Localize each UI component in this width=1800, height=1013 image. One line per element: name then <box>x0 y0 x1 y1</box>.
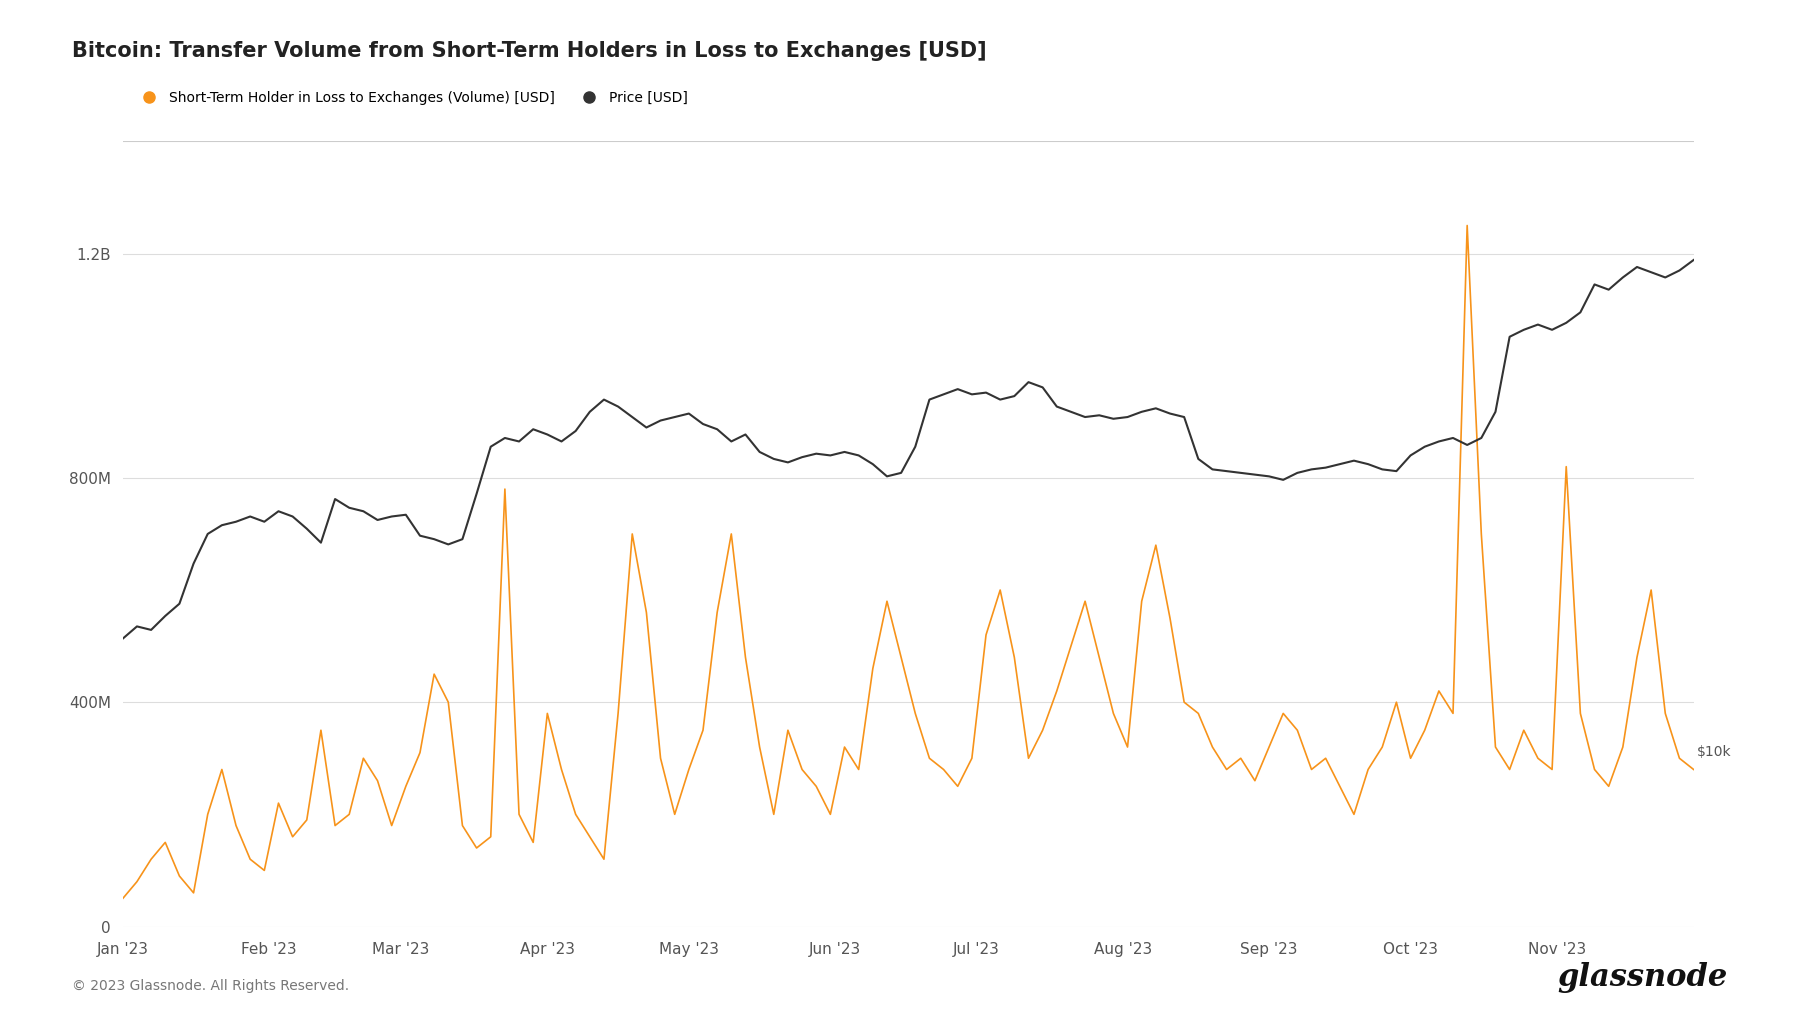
Text: glassnode: glassnode <box>1557 961 1728 993</box>
Legend: Short-Term Holder in Loss to Exchanges (Volume) [USD], Price [USD]: Short-Term Holder in Loss to Exchanges (… <box>130 85 693 110</box>
Text: Bitcoin: Transfer Volume from Short-Term Holders in Loss to Exchanges [USD]: Bitcoin: Transfer Volume from Short-Term… <box>72 41 986 61</box>
Text: $10k: $10k <box>1697 745 1732 759</box>
Text: © 2023 Glassnode. All Rights Reserved.: © 2023 Glassnode. All Rights Reserved. <box>72 979 349 993</box>
